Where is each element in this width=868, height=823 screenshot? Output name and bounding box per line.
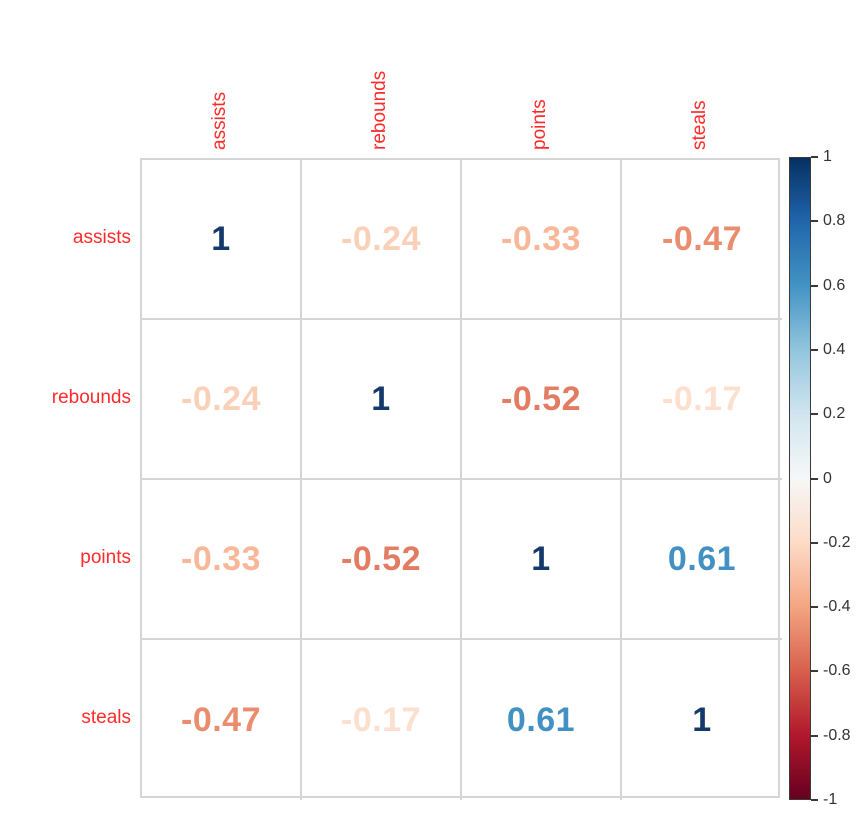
correlation-value: -0.52 — [501, 379, 581, 418]
colorbar-tick-mark — [811, 670, 818, 673]
colorbar-tick-mark — [811, 606, 818, 609]
matrix-cell-rebounds-rebounds: 1 — [302, 320, 462, 480]
matrix-cell-assists-assists: 1 — [142, 160, 302, 320]
colorbar-tick-mark — [811, 220, 818, 223]
colorbar-tick-mark — [811, 413, 818, 416]
correlation-value: -0.24 — [181, 379, 261, 418]
correlation-value: 1 — [211, 219, 231, 258]
matrix-cell-assists-steals: -0.47 — [622, 160, 782, 320]
matrix-cell-points-points: 1 — [462, 480, 622, 640]
colorbar-tick-label: 0 — [823, 469, 832, 487]
colorbar-tick-label: 1 — [823, 148, 832, 165]
correlation-value: 0.61 — [667, 539, 737, 578]
column-label-rebounds: rebounds — [369, 70, 390, 150]
column-label-points: points — [529, 99, 550, 150]
correlation-value: 1 — [531, 539, 551, 578]
row-label-steals: steals — [81, 707, 131, 728]
colorbar-tick-mark — [811, 284, 818, 287]
row-label-points: points — [80, 547, 131, 568]
matrix-grid: 1 -0.24 -0.33 -0.47 -0.24 1 -0.52 -0.17 -0.33 -0.… — [140, 158, 782, 800]
matrix-cell-steals-points: 0.61 — [462, 640, 622, 800]
colorbar-tick-label: -1 — [823, 791, 838, 808]
matrix-cell-steals-steals: 1 — [622, 640, 782, 800]
row-label-assists: assists — [72, 227, 131, 248]
colorbar-tick-mark — [811, 734, 818, 737]
matrix-cell-steals-assists: -0.47 — [142, 640, 302, 800]
row-label-rebounds: rebounds — [51, 387, 131, 408]
correlation-value: -0.17 — [341, 700, 421, 739]
matrix-cell-steals-rebounds: -0.17 — [302, 640, 462, 800]
correlation-value: -0.47 — [662, 219, 742, 258]
colorbar-tick-label: 0.6 — [823, 276, 846, 294]
colorbar-tick-label: 0.2 — [823, 405, 846, 423]
colorbar-tick-label: -0.4 — [823, 598, 851, 616]
correlation-value: -0.17 — [662, 379, 742, 418]
column-label-assists: assists — [209, 91, 230, 150]
matrix-cell-points-steals: 0.61 — [622, 480, 782, 640]
correlation-value: 0.61 — [506, 700, 576, 739]
matrix-cell-rebounds-assists: -0.24 — [142, 320, 302, 480]
correlation-value: -0.24 — [341, 219, 421, 258]
correlation-value: 1 — [692, 700, 712, 739]
colorbar-tick-mark — [811, 799, 818, 801]
colorbar-tick-label: 0.8 — [823, 212, 846, 230]
correlation-value: -0.47 — [181, 700, 261, 739]
colorbar-tick-label: -0.6 — [823, 662, 851, 680]
matrix-cell-assists-rebounds: -0.24 — [302, 160, 462, 320]
matrix-cell-points-assists: -0.33 — [142, 480, 302, 640]
matrix-cell-rebounds-points: -0.52 — [462, 320, 622, 480]
column-label-steals: steals — [689, 100, 710, 150]
matrix-cell-assists-points: -0.33 — [462, 160, 622, 320]
colorbar-tick-label: -0.8 — [823, 726, 851, 744]
colorbar-tick-label: 0.4 — [823, 340, 846, 358]
correlation-value: -0.33 — [501, 219, 581, 258]
colorbar-tick-mark — [811, 156, 818, 158]
correlation-value: -0.52 — [341, 539, 421, 578]
matrix-cell-points-rebounds: -0.52 — [302, 480, 462, 640]
colorbar-gradient — [789, 157, 811, 800]
correlation-value: -0.33 — [181, 539, 261, 578]
correlation-value: 1 — [371, 379, 391, 418]
colorbar-tick-label: -0.2 — [823, 533, 851, 551]
colorbar-tick-mark — [811, 477, 818, 480]
matrix-cell-rebounds-steals: -0.17 — [622, 320, 782, 480]
colorbar-tick-mark — [811, 541, 818, 544]
colorbar-tick-mark — [811, 348, 818, 351]
